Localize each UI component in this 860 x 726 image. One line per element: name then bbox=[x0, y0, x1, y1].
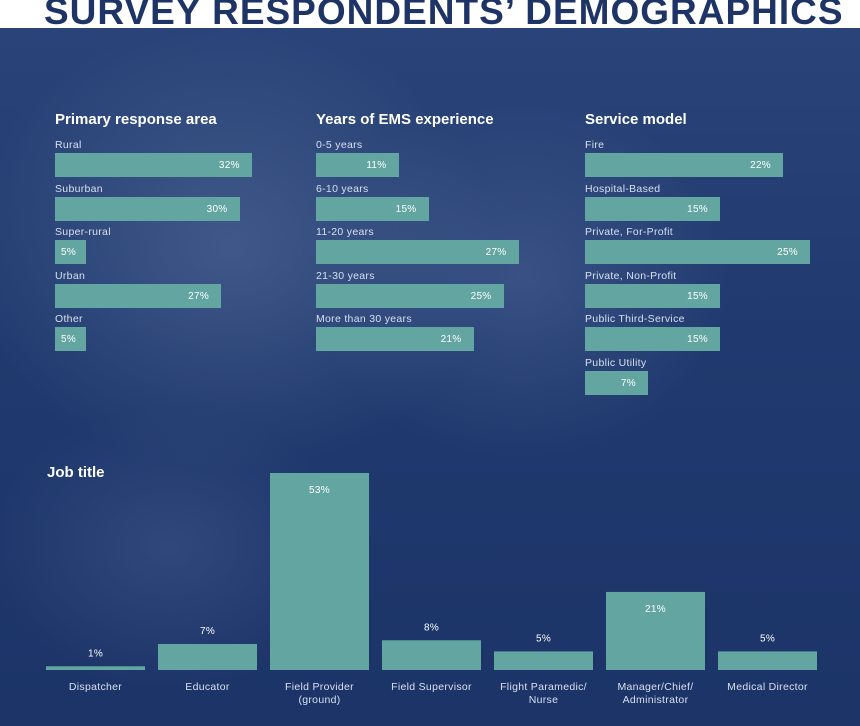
bar bbox=[46, 666, 145, 670]
bar bbox=[270, 473, 369, 670]
category-label: Manager/Chief/ bbox=[618, 681, 694, 693]
category-label: Fire bbox=[585, 139, 605, 151]
bar: 27% bbox=[55, 283, 222, 308]
value-label: 25% bbox=[470, 290, 492, 302]
category-label: Other bbox=[55, 313, 83, 325]
bar: 15% bbox=[585, 196, 720, 221]
category-label: 21-30 years bbox=[316, 269, 375, 282]
category-label: Nurse bbox=[529, 694, 559, 706]
bar: 21% bbox=[316, 327, 474, 351]
bar: 15% bbox=[585, 327, 720, 351]
background-photo bbox=[0, 28, 860, 726]
chart-title: Years of EMS experience bbox=[316, 111, 494, 128]
bar bbox=[494, 651, 593, 670]
value-label: 7% bbox=[200, 626, 215, 637]
value-label: 15% bbox=[687, 334, 708, 345]
value-label: 32% bbox=[218, 160, 240, 171]
value-label: 27% bbox=[188, 290, 210, 302]
category-label: 0-5 years bbox=[316, 139, 363, 151]
bar: 30% bbox=[55, 196, 240, 221]
category-label: Private, For-Profit bbox=[585, 226, 673, 238]
category-label: Urban bbox=[55, 269, 86, 282]
value-label: 15% bbox=[395, 203, 417, 215]
value-label: 1% bbox=[88, 648, 103, 659]
value-label: 7% bbox=[620, 377, 636, 389]
chart-title: Primary response area bbox=[55, 111, 217, 128]
category-label: Field Provider bbox=[285, 681, 354, 693]
chart-title: Job title bbox=[47, 464, 105, 481]
value-label: 15% bbox=[687, 290, 708, 302]
bar: 5% bbox=[55, 327, 86, 351]
category-label: Public Utility bbox=[585, 356, 647, 369]
category-label: Administrator bbox=[623, 694, 689, 706]
value-label: 5% bbox=[536, 633, 551, 644]
bar: 25% bbox=[316, 283, 504, 308]
bar: 5% bbox=[55, 240, 86, 264]
category-label: Private, Non-Profit bbox=[585, 269, 677, 282]
bar: 11% bbox=[316, 153, 399, 177]
value-label: 11% bbox=[366, 160, 387, 171]
value-label: 21% bbox=[440, 334, 462, 345]
category-label: 11-20 years bbox=[316, 226, 374, 238]
category-label: Medical Director bbox=[727, 681, 808, 693]
page-title: SURVEY RESPONDENTS’ DEMOGRAPHICS bbox=[44, 0, 844, 28]
value-label: 5% bbox=[61, 247, 77, 258]
bar bbox=[158, 643, 257, 670]
value-label: 22% bbox=[750, 160, 771, 171]
value-label: 53% bbox=[309, 485, 330, 496]
bar: 32% bbox=[55, 153, 252, 177]
value-label: 5% bbox=[61, 334, 77, 345]
value-label: 27% bbox=[485, 247, 507, 258]
bar: 22% bbox=[585, 153, 783, 177]
bar: 27% bbox=[316, 240, 519, 264]
bar bbox=[718, 651, 817, 670]
category-label: Hospital-Based bbox=[585, 182, 661, 195]
value-label: 25% bbox=[777, 247, 798, 258]
category-label: Dispatcher bbox=[69, 681, 122, 693]
bar: 15% bbox=[585, 283, 720, 308]
category-label: Field Supervisor bbox=[391, 681, 472, 693]
value-label: 15% bbox=[687, 203, 708, 215]
value-label: 8% bbox=[424, 622, 439, 633]
job-title-chart: Job title 1% Dispatcher 7% Educator 53% Field … bbox=[46, 464, 817, 706]
category-label: Flight Paramedic/ bbox=[500, 681, 587, 693]
bar: 15% bbox=[316, 196, 429, 221]
value-label: 5% bbox=[760, 633, 775, 644]
value-label: 30% bbox=[206, 203, 228, 215]
category-label: Rural bbox=[55, 139, 82, 151]
bar bbox=[382, 640, 481, 670]
category-label: Public Third-Service bbox=[585, 313, 685, 325]
category-label: Suburban bbox=[55, 182, 103, 195]
bar: 7% bbox=[585, 370, 648, 395]
bar bbox=[606, 591, 705, 670]
category-label: Super-rural bbox=[55, 226, 111, 238]
category-label: (ground) bbox=[298, 694, 340, 706]
category-label: More than 30 years bbox=[316, 313, 412, 325]
chart-title: Service model bbox=[585, 111, 687, 128]
bar: 25% bbox=[585, 240, 810, 264]
value-label: 21% bbox=[645, 604, 666, 615]
category-label: 6-10 years bbox=[316, 182, 369, 195]
category-label: Educator bbox=[185, 681, 230, 693]
